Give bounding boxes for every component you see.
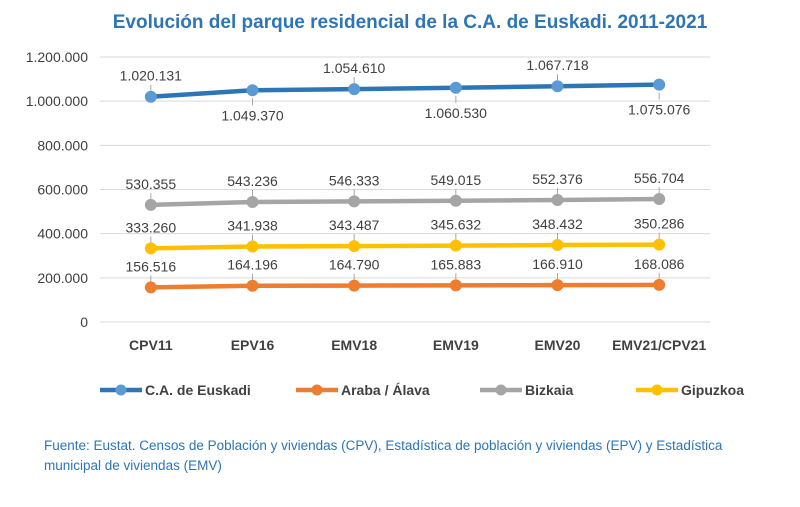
x-tick-label: EMV18	[331, 337, 377, 353]
y-tick-label: 800.000	[37, 137, 88, 153]
legend-item: C.A. de Euskadi	[100, 382, 251, 398]
x-tick-label: EPV16	[231, 337, 275, 353]
data-label: 1.060.530	[425, 105, 487, 121]
data-point	[449, 239, 462, 252]
data-point	[551, 194, 564, 207]
data-point	[348, 240, 361, 253]
data-label: 530.355	[126, 176, 177, 192]
series-line	[148, 82, 662, 99]
series-araba-lava	[144, 278, 666, 294]
legend-item: Bizkaia	[480, 382, 573, 398]
legend-item: Gipuzkoa	[636, 382, 744, 398]
chart-title: Evolución del parque residencial de la C…	[113, 12, 708, 33]
gridlines	[100, 56, 710, 323]
y-tick-label: 200.000	[37, 270, 88, 286]
legend-marker	[311, 384, 323, 396]
y-tick-label: 600.000	[37, 182, 88, 198]
data-label: 350.286	[634, 216, 685, 232]
data-point	[348, 83, 361, 96]
legend-label: Gipuzkoa	[681, 382, 744, 398]
series-line	[148, 282, 662, 290]
y-axis: 0 200.000 400.000 600.000 800.000 1.000.000 1.…	[26, 49, 89, 330]
data-point	[449, 194, 462, 207]
x-tick-label: EMV20	[535, 337, 581, 353]
x-axis: CPV11 EPV16 EMV18 EMV19 EMV20 EMV21/CPV21	[129, 337, 706, 353]
y-tick-label: 0	[80, 314, 88, 330]
data-point	[144, 90, 157, 103]
data-label: 164.790	[329, 257, 380, 273]
y-tick-label: 1.200.000	[26, 49, 88, 65]
series-gipuzkoa	[144, 238, 666, 255]
data-label: 1.049.370	[221, 107, 283, 123]
data-point	[246, 240, 259, 253]
legend-marker	[495, 384, 507, 396]
data-point	[551, 239, 564, 252]
legend-marker	[115, 384, 127, 396]
data-label: 556.704	[634, 170, 685, 186]
data-label: 543.236	[227, 173, 278, 189]
data-label: 156.516	[126, 258, 177, 274]
data-label: 1.020.131	[120, 68, 182, 84]
data-point	[551, 279, 564, 292]
legend-marker	[651, 384, 663, 396]
data-point	[348, 279, 361, 292]
legend-label: Bizkaia	[525, 382, 573, 398]
data-label: 348.432	[532, 216, 583, 232]
series-line	[148, 196, 662, 208]
data-point	[246, 196, 259, 209]
data-label: 166.910	[532, 256, 583, 272]
data-point	[653, 193, 666, 206]
data-point	[246, 279, 259, 292]
legend: C.A. de Euskadi Araba / Álava Bizkaia Gipuz…	[100, 382, 744, 398]
data-point	[551, 80, 564, 93]
legend-label: C.A. de Euskadi	[145, 382, 251, 398]
data-label: 549.015	[431, 172, 482, 188]
data-label: 333.260	[126, 219, 177, 235]
data-labels: 1.020.131 1.049.370 1.054.610 1.060.530 1.06…	[120, 57, 691, 282]
data-point	[653, 278, 666, 291]
data-label: 1.075.076	[628, 102, 690, 118]
data-point	[144, 198, 157, 211]
data-label: 164.196	[227, 257, 278, 273]
data-label: 546.333	[329, 172, 380, 188]
data-point	[144, 242, 157, 255]
series-line	[148, 242, 662, 251]
data-label: 343.487	[329, 217, 380, 233]
data-point	[144, 281, 157, 294]
data-label: 341.938	[227, 217, 278, 233]
series-c-a-de-euskadi	[144, 78, 666, 103]
data-point	[246, 84, 259, 97]
data-point	[348, 195, 361, 208]
data-label: 1.067.718	[526, 57, 588, 73]
legend-item: Araba / Álava	[296, 382, 430, 398]
data-label: 1.054.610	[323, 60, 385, 76]
data-label: 168.086	[634, 256, 685, 272]
data-point	[653, 78, 666, 91]
line-chart: Evolución del parque residencial de la C…	[26, 12, 745, 398]
x-tick-label: EMV19	[433, 337, 479, 353]
series-bizkaia	[144, 193, 666, 211]
data-label: 345.632	[431, 217, 482, 233]
series-lines	[144, 78, 666, 294]
data-point	[449, 81, 462, 94]
y-tick-label: 400.000	[37, 226, 88, 242]
data-label: 552.376	[532, 171, 583, 187]
legend-label: Araba / Álava	[341, 382, 430, 398]
data-point	[449, 279, 462, 292]
x-tick-label: EMV21/CPV21	[612, 337, 706, 353]
y-tick-label: 1.000.000	[26, 93, 88, 109]
data-point	[653, 238, 666, 251]
data-label: 165.883	[431, 256, 482, 272]
source-note: Fuente: Eustat. Censos de Población y vi…	[44, 438, 723, 473]
x-tick-label: CPV11	[129, 337, 173, 353]
